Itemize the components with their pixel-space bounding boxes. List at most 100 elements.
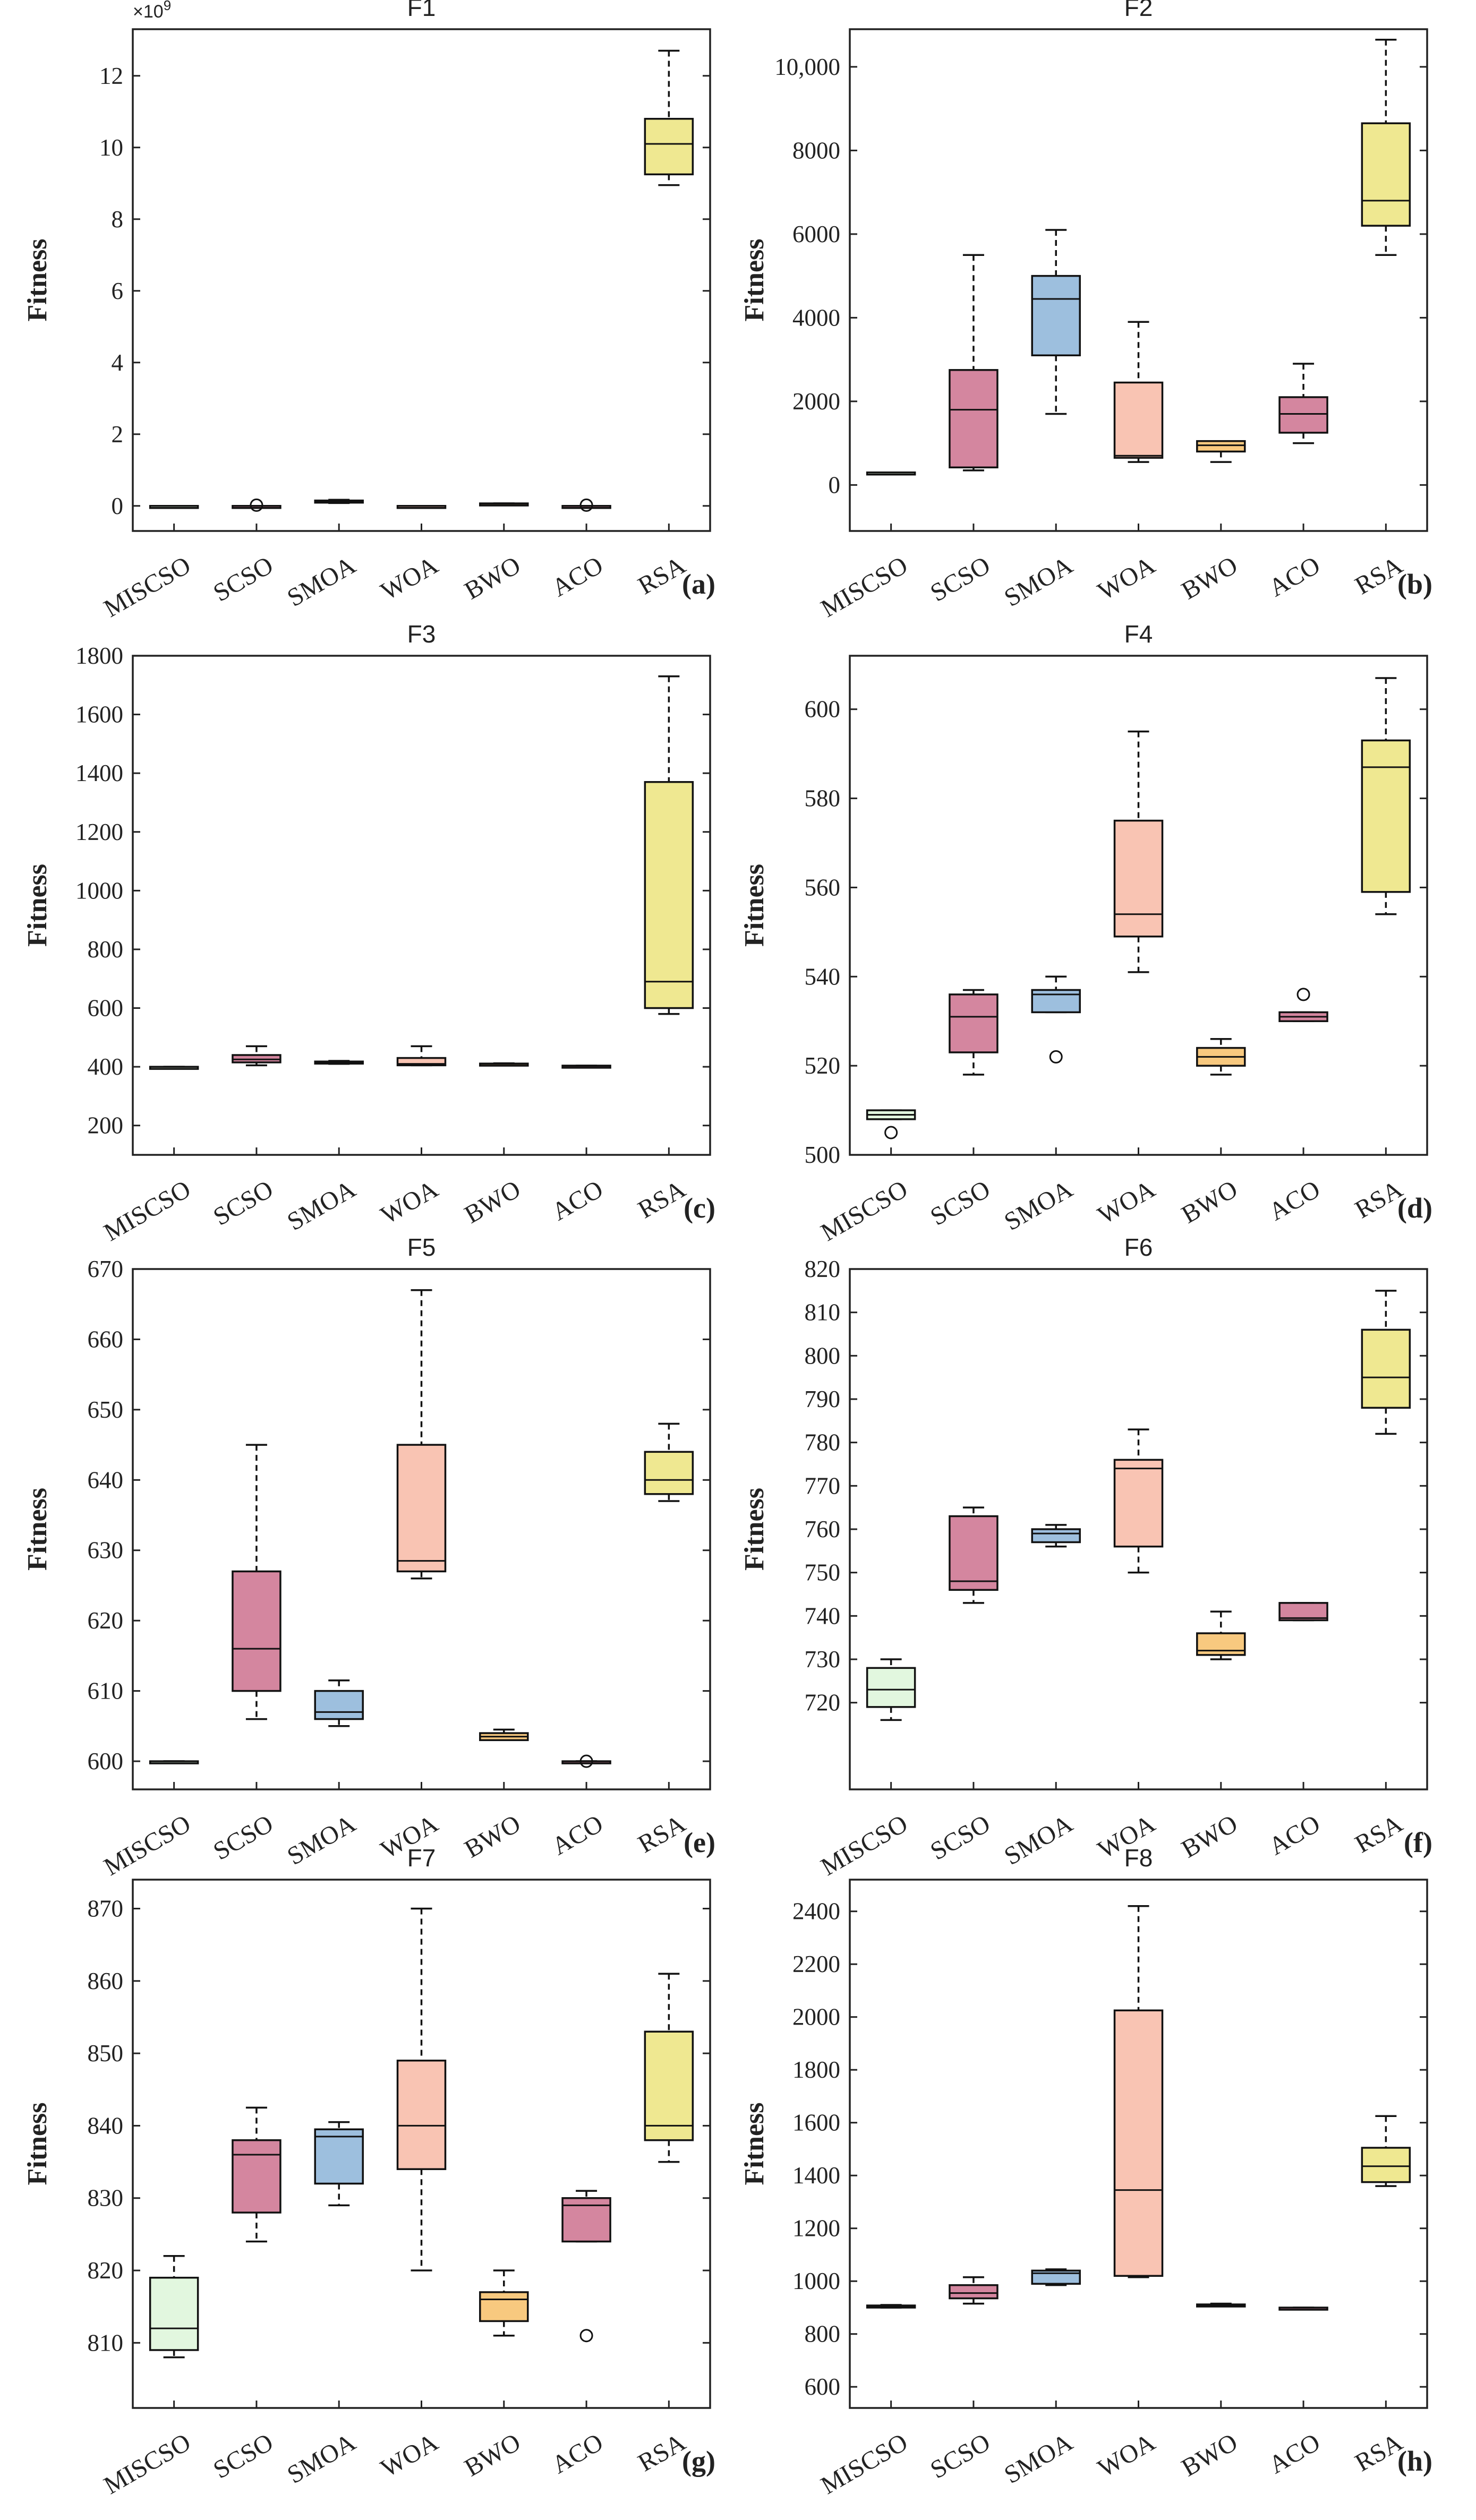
y-tick-label: 1200 (75, 819, 123, 845)
y-tick-label: 1000 (75, 877, 123, 904)
chart-title: F8 (1124, 1844, 1153, 1872)
y-tick-label: 660 (88, 1326, 124, 1352)
y-tick-label: 2 (112, 421, 124, 448)
box-bwo (1196, 1038, 1246, 1076)
box-iqr (314, 2128, 364, 2185)
y-axis-label: Fitness (22, 2103, 53, 2185)
y-tick-label: 850 (88, 2040, 124, 2067)
y-tick-label: 770 (805, 1472, 841, 1499)
y-tick-label: 670 (88, 1256, 124, 1282)
box-bwo (1196, 1610, 1246, 1660)
panel-label: (a) (682, 568, 715, 600)
y-tick-label: 8000 (792, 137, 840, 164)
y-tick-label: 810 (88, 2329, 124, 2356)
y-tick-label: 0 (112, 493, 124, 519)
chart-title: F4 (1124, 620, 1153, 648)
box-miscso (149, 1760, 199, 1764)
y-tick-label: 580 (805, 785, 841, 812)
y-axis-label: Fitness (22, 1488, 53, 1571)
panel-label: (g) (682, 2445, 715, 2477)
box-scso (232, 498, 281, 512)
box-rsa (1361, 677, 1411, 915)
box-bwo (1196, 2302, 1246, 2308)
box-aco (561, 498, 611, 512)
y-tick-label: 6000 (792, 221, 840, 247)
y-tick-label: 800 (88, 936, 124, 963)
box-iqr (644, 2030, 694, 2141)
box-rsa (644, 49, 694, 186)
y-tick-label: 1600 (75, 701, 123, 728)
panel-label: (e) (684, 1827, 715, 1858)
box-iqr (1031, 1528, 1081, 1544)
box-iqr (644, 1451, 694, 1495)
y-tick-label: 750 (805, 1559, 841, 1586)
box-woa (396, 1907, 447, 2272)
box-woa (1113, 1905, 1164, 2278)
y-tick-label: 10,000 (774, 54, 840, 80)
y-tick-label: 600 (805, 696, 841, 723)
outlier-point (884, 1126, 898, 1139)
box-rsa (644, 1973, 694, 2163)
box-aco (561, 1754, 611, 1768)
box-rsa (1361, 1290, 1411, 1435)
y-tick-label: 610 (88, 1678, 124, 1704)
y-tick-label: 8 (112, 206, 124, 233)
y-tick-label: 600 (88, 995, 124, 1022)
box-iqr (1361, 2147, 1411, 2183)
box-aco (1278, 988, 1328, 1022)
box-smoa (314, 2121, 364, 2207)
y-tick-label: 2400 (792, 1898, 840, 1925)
y-tick-label: 1400 (792, 2162, 840, 2189)
y-tick-label: 810 (805, 1299, 841, 1326)
box-woa (396, 1289, 447, 1580)
box-iqr (396, 2060, 447, 2170)
y-tick-label: 540 (805, 963, 841, 990)
box-miscso (149, 1066, 199, 1070)
panel-label: (h) (1397, 2445, 1432, 2477)
y-tick-label: 1600 (792, 2110, 840, 2136)
y-tick-label: 2200 (792, 1951, 840, 1977)
box-rsa (1361, 2115, 1411, 2187)
y-tick-label: 740 (805, 1602, 841, 1629)
y-tick-label: 840 (88, 2112, 124, 2139)
box-iqr (1113, 819, 1164, 938)
plot-frame (132, 28, 711, 532)
y-tick-label: 0 (829, 472, 841, 498)
box-scso (232, 2106, 281, 2243)
box-iqr (479, 2291, 529, 2322)
y-tick-label: 600 (805, 2373, 841, 2400)
y-tick-label: 620 (88, 1607, 124, 1634)
box-iqr (314, 1690, 364, 1720)
y-tick-label: 870 (88, 1896, 124, 1922)
y-tick-label: 780 (805, 1429, 841, 1456)
panel-label: (b) (1397, 568, 1432, 600)
axis-multiplier-exponent: 9 (164, 0, 171, 13)
box-iqr (866, 1667, 916, 1708)
plot-frame (849, 28, 1428, 532)
box-smoa (314, 1679, 364, 1727)
y-tick-label: 200 (88, 1112, 124, 1139)
panel-label: (f) (1404, 1827, 1432, 1858)
box-scso (232, 1045, 281, 1067)
outlier-point (579, 498, 593, 512)
y-tick-label: 800 (805, 1342, 841, 1369)
outlier-point (579, 2329, 593, 2343)
y-tick-label: 10 (99, 134, 123, 161)
box-iqr (149, 2276, 199, 2351)
box-woa (396, 505, 447, 509)
chart-title: F6 (1124, 1233, 1153, 1261)
panel-label: (d) (1397, 1192, 1432, 1224)
box-scso (949, 989, 999, 1076)
box-woa (1113, 1428, 1164, 1574)
y-tick-label: 730 (805, 1646, 841, 1673)
box-miscso (149, 505, 199, 509)
y-tick-label: 800 (805, 2321, 841, 2347)
box-scso (949, 2276, 999, 2305)
box-aco (1278, 2307, 1328, 2311)
box-iqr (644, 781, 694, 1009)
chart-title: F3 (407, 620, 436, 648)
box-smoa (314, 499, 364, 504)
y-tick-label: 12 (99, 63, 123, 89)
y-tick-label: 6 (112, 278, 124, 304)
plot-frame (849, 655, 1428, 1156)
